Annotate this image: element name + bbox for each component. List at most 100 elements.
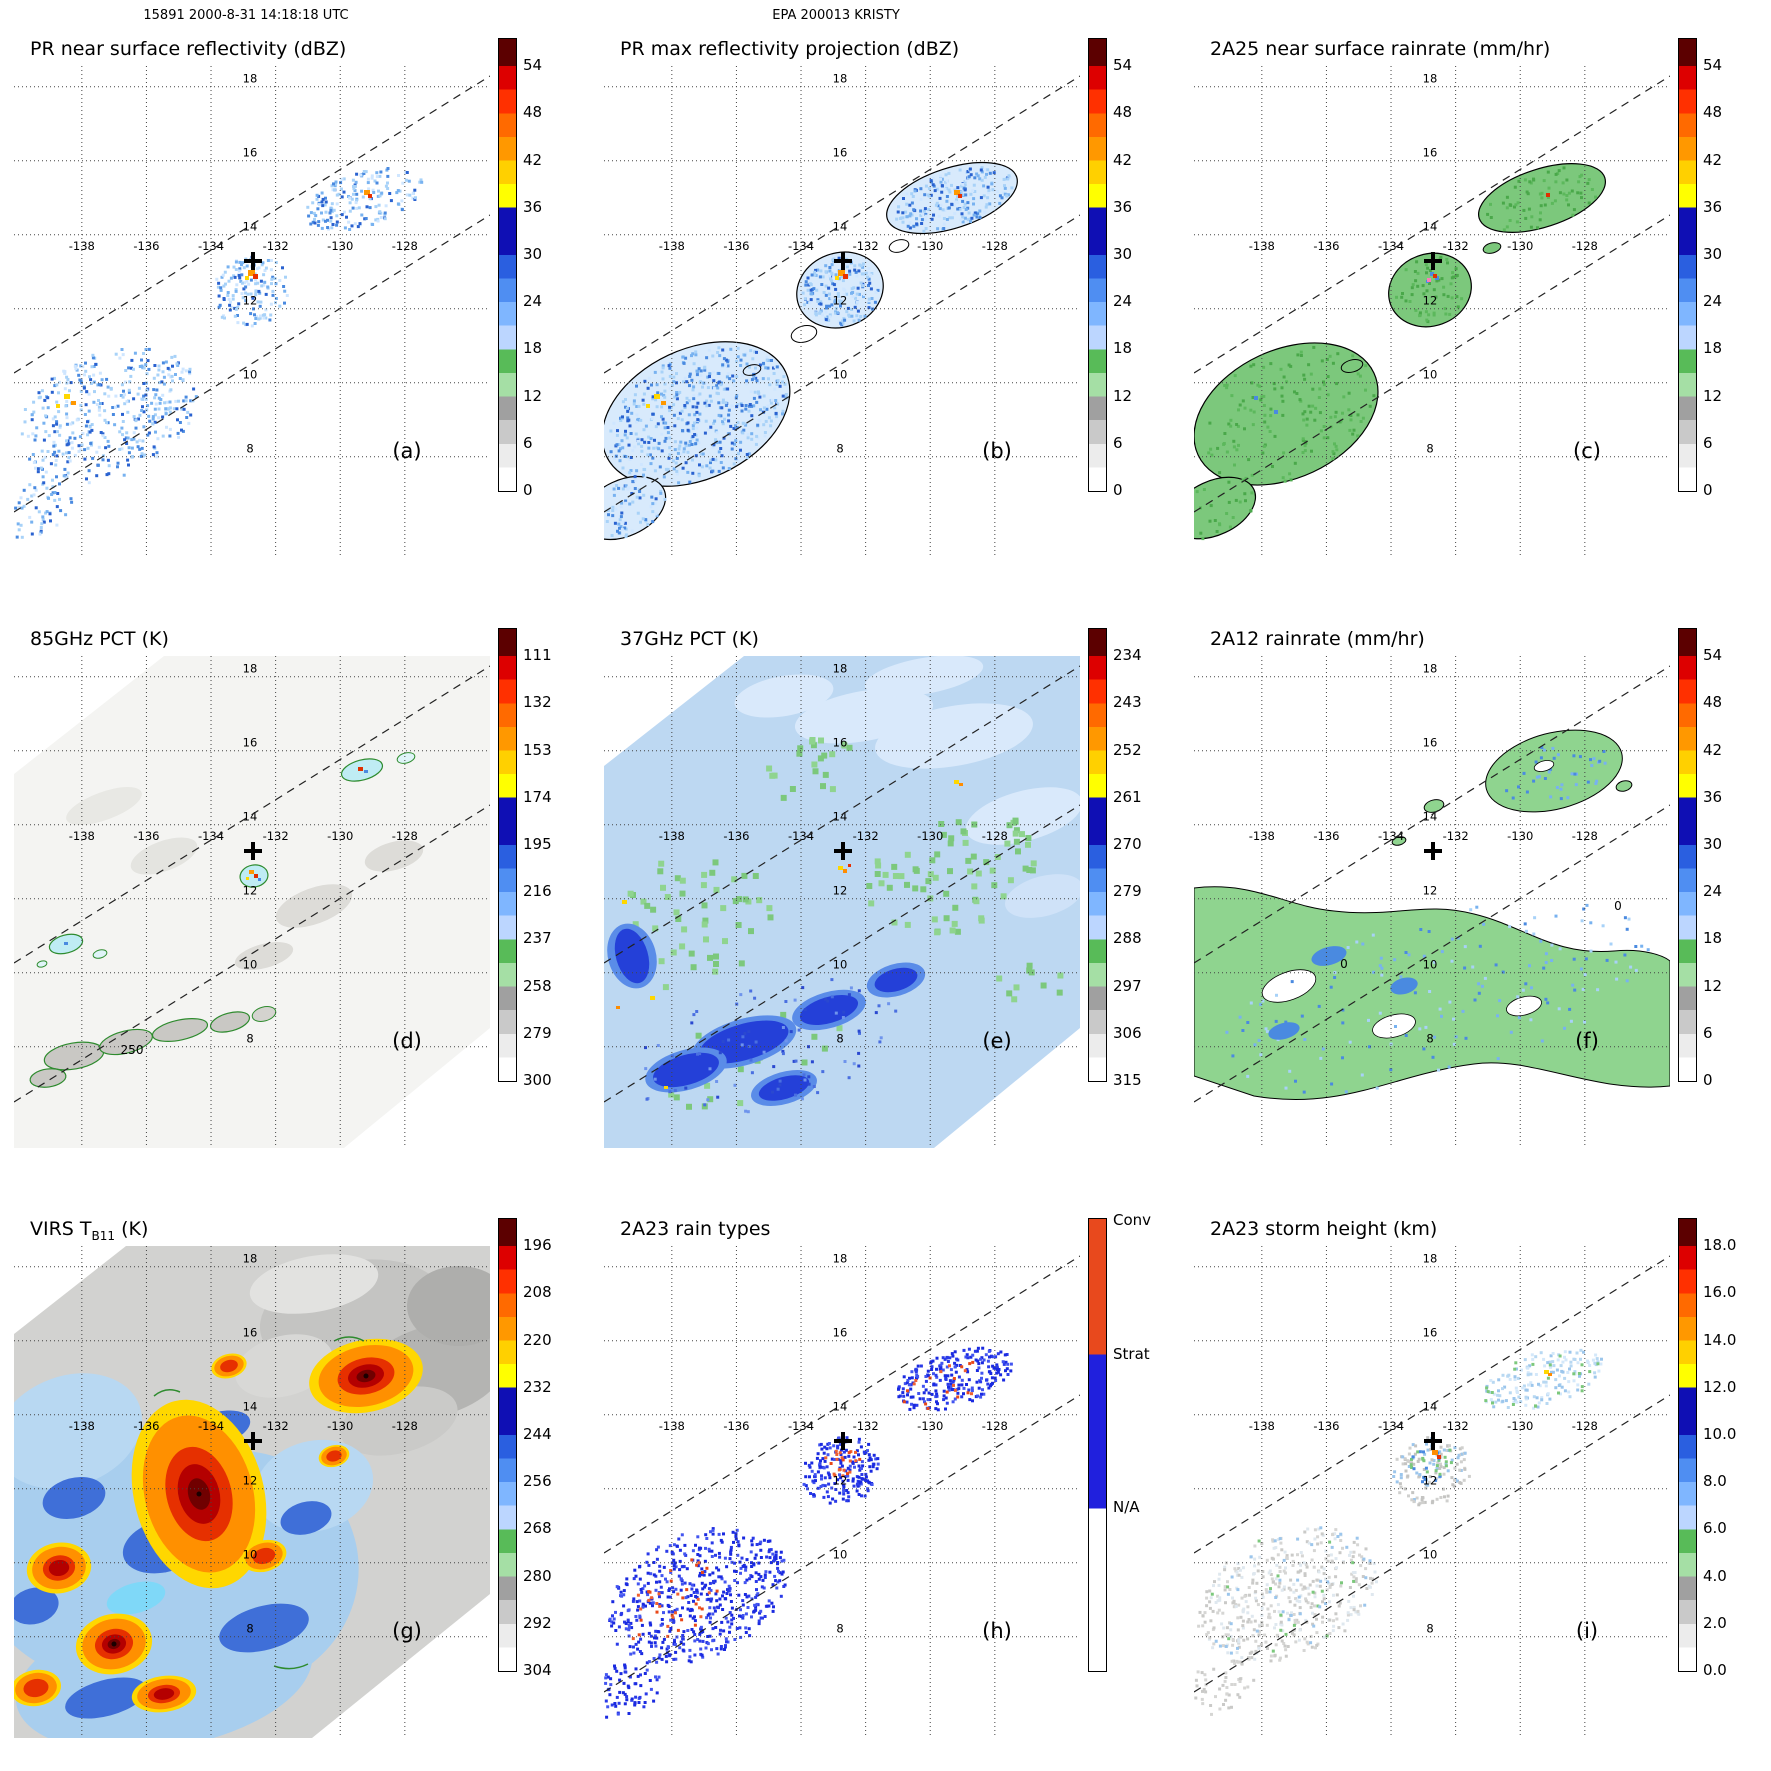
colorbar-tick: 48: [523, 103, 543, 122]
svg-text:8: 8: [836, 1032, 843, 1046]
colorbar-tick: 42: [1703, 150, 1723, 169]
panel-g: VIRS TB11 (K) -138 -136 -134 -132 -130 -128 18…: [8, 1218, 586, 1770]
colorbar-tick: 153: [523, 740, 552, 759]
panel-b-map: -138 -136 -134 -132 -130 -128 18 16 14 12 10 8 (b): [604, 66, 1080, 558]
svg-text:-134: -134: [788, 239, 814, 253]
colorbar-tick: 268: [523, 1519, 552, 1538]
colorbar-tick: 18: [523, 339, 543, 358]
svg-text:18: 18: [833, 72, 848, 86]
colorbar-tick: 12: [523, 386, 543, 405]
panel-i-title: 2A23 storm height (km): [1210, 1218, 1438, 1240]
svg-text:-132: -132: [853, 829, 879, 843]
colorbar-tick: 18: [1703, 339, 1723, 358]
svg-text:18: 18: [833, 662, 848, 676]
panel-b-colorbar-ticks: 54 48 42 36 30 24 18 12 6 0: [1113, 38, 1173, 513]
svg-text:-138: -138: [69, 239, 95, 253]
panel-c-map: -138 -136 -134 -132 -130 -128 18 16 14 12 10 8 (c): [1194, 66, 1670, 558]
panel-f-map: -138 -136 -134 -132 -130 -128 18 16 14 12 10 8 0 0 (f): [1194, 656, 1670, 1148]
colorbar-tick: 111: [523, 646, 552, 665]
svg-text:12: 12: [243, 1474, 258, 1488]
svg-text:16: 16: [243, 736, 258, 750]
colorbar-tick: 297: [1113, 976, 1142, 995]
svg-text:8: 8: [246, 442, 253, 456]
panel-b: PR max reflectivity projection (dBZ) -13…: [598, 38, 1176, 590]
colorbar-tick: 30: [1703, 835, 1723, 853]
colorbar-tick: 36: [1703, 787, 1723, 806]
svg-text:18: 18: [243, 72, 258, 86]
panel-h-colorbar: [1088, 1218, 1107, 1672]
colorbar-tick: 12: [1703, 976, 1723, 995]
panel-c: 2A25 near surface rainrate (mm/hr) -138 -…: [1188, 38, 1766, 590]
svg-text:-136: -136: [1313, 829, 1339, 843]
colorbar-tick: 48: [1113, 103, 1133, 122]
colorbar-tick: 195: [523, 835, 552, 853]
svg-text:-132: -132: [1443, 239, 1469, 253]
colorbar-tick: 30: [523, 245, 543, 263]
svg-text:-128: -128: [1572, 829, 1598, 843]
colorbar-tick: 315: [1113, 1071, 1142, 1089]
map-grid-and-labels: -138 -136 -134 -132 -130 -128 18 16 14 12 10 8 (e): [604, 656, 1080, 1148]
panel-f-colorbar-ticks: 54 48 42 36 30 24 18 12 6 0: [1703, 628, 1763, 1103]
svg-text:-138: -138: [1249, 239, 1275, 253]
svg-text:12: 12: [1423, 884, 1438, 898]
svg-text:-132: -132: [263, 829, 289, 843]
storm-center-cross: [834, 842, 852, 860]
svg-text:12: 12: [243, 294, 258, 308]
colorbar-tick: 306: [1113, 1023, 1142, 1042]
svg-text:-128: -128: [1572, 239, 1598, 253]
svg-text:12: 12: [1423, 294, 1438, 308]
svg-text:-130: -130: [917, 239, 943, 253]
svg-text:10: 10: [243, 958, 258, 972]
colorbar-tick: 6: [523, 433, 533, 452]
colorbar-tick: 258: [523, 976, 552, 995]
colorbar-tick: 54: [1113, 56, 1133, 75]
svg-text:18: 18: [1423, 72, 1438, 86]
svg-text:12: 12: [833, 294, 848, 308]
colorbar-tick: 12: [1703, 386, 1723, 405]
colorbar-tick: 292: [523, 1613, 552, 1632]
data-layer: [1194, 163, 1607, 541]
svg-text:-138: -138: [69, 829, 95, 843]
svg-text:16: 16: [833, 1326, 848, 1340]
svg-text:-132: -132: [853, 1419, 879, 1433]
data-layer: [1194, 1348, 1603, 1716]
colorbar-tick: 12.0: [1703, 1377, 1737, 1396]
raintype-label: Strat: [1113, 1344, 1150, 1363]
data-layer: [14, 167, 424, 539]
svg-text:10: 10: [833, 958, 848, 972]
colorbar-tick: 208: [523, 1283, 552, 1302]
svg-text:-134: -134: [1378, 829, 1404, 843]
svg-text:-134: -134: [198, 1419, 224, 1433]
colorbar-tick: 36: [1703, 197, 1723, 216]
colorbar-tick: 6: [1113, 433, 1123, 452]
svg-text:16: 16: [833, 146, 848, 160]
colorbar-tick: 234: [1113, 646, 1142, 665]
svg-text:-136: -136: [133, 239, 159, 253]
colorbar-tick: 196: [523, 1236, 552, 1255]
storm-center-cross: [1424, 842, 1442, 860]
svg-text:10: 10: [833, 1548, 848, 1562]
panel-letter: (i): [1576, 1619, 1598, 1643]
svg-text:-130: -130: [1507, 239, 1533, 253]
svg-text:18: 18: [833, 1252, 848, 1266]
colorbar-tick: 132: [523, 693, 552, 712]
colorbar-tick: 6: [1703, 433, 1713, 452]
panel-g-colorbar: [498, 1218, 517, 1672]
svg-text:16: 16: [243, 1326, 258, 1340]
panel-b-colorbar: [1088, 38, 1107, 492]
svg-text:-136: -136: [723, 829, 749, 843]
colorbar-tick: 48: [1703, 693, 1723, 712]
panel-letter: (a): [392, 439, 421, 463]
panel-c-title: 2A25 near surface rainrate (mm/hr): [1210, 38, 1551, 60]
colorbar-tick: 220: [523, 1330, 552, 1349]
colorbar-tick: 6: [1703, 1023, 1713, 1042]
svg-text:14: 14: [1423, 220, 1438, 234]
svg-text:-130: -130: [327, 1419, 353, 1433]
svg-text:-138: -138: [659, 1419, 685, 1433]
panel-h-title: 2A23 rain types: [620, 1218, 771, 1240]
panel-g-title: VIRS TB11 (K): [30, 1218, 149, 1243]
map-grid-and-labels: -138 -136 -134 -132 -130 -128 18 16 14 12 10 8 (c): [1194, 66, 1670, 558]
colorbar-tick: 42: [1703, 740, 1723, 759]
map-grid-and-labels: -138 -136 -134 -132 -130 -128 18 16 14 12 10 8 (a): [14, 66, 490, 558]
panel-a: PR near surface reflectivity (dBZ) -138-…: [8, 38, 586, 590]
